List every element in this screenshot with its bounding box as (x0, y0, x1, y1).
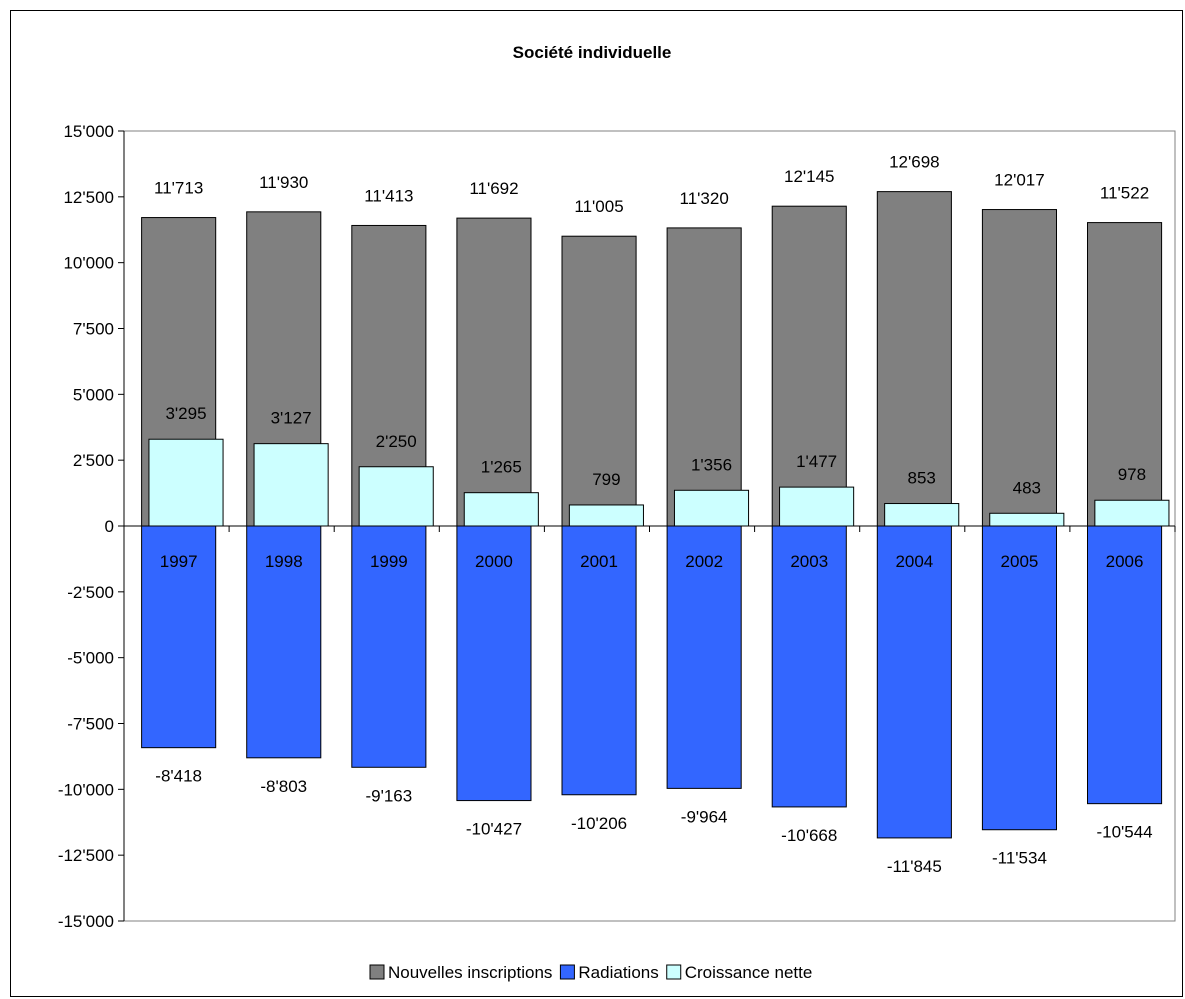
bar-croissance-nette (568, 504, 644, 527)
y-tick-label: -2'500 (67, 583, 114, 602)
bar-radiations (246, 525, 322, 759)
x-tick-label: 2001 (580, 552, 618, 571)
data-label-croissance-nette: 1'265 (481, 458, 522, 477)
y-tick-label: -10'000 (58, 780, 114, 799)
bar-nouvelles-inscriptions (456, 217, 532, 527)
data-label-radiations: -11'845 (887, 857, 942, 876)
legend-swatch (559, 964, 575, 980)
chart-frame (10, 10, 1183, 997)
y-tick-label: 5'000 (73, 385, 114, 404)
bar-radiations (1087, 525, 1163, 805)
data-label-croissance-nette: 799 (592, 470, 620, 489)
bar-croissance-nette (358, 466, 434, 527)
data-label-croissance-nette: 978 (1118, 465, 1146, 484)
plot-area: 15'000 12'500 10'000 7'500 5'000 2'500 0 -2'500… (58, 122, 1176, 931)
bar-radiations (351, 525, 427, 768)
y-tick-label: 2'500 (73, 451, 114, 470)
bar-radiations (981, 525, 1057, 831)
y-tick-label: -5'000 (67, 649, 114, 668)
bar-nouvelles-inscriptions (981, 209, 1057, 527)
data-label-radiations: -9'163 (365, 786, 412, 805)
data-label-nouvelles-inscriptions: 11'692 (469, 179, 518, 198)
y-tick-label: 12'500 (63, 188, 114, 207)
legend-label: Croissance nette (685, 963, 813, 982)
data-label-radiations: -10'206 (571, 814, 627, 833)
data-label-nouvelles-inscriptions: 11'320 (680, 189, 729, 208)
bar-croissance-nette (253, 443, 329, 527)
data-label-nouvelles-inscriptions: 11'522 (1100, 184, 1149, 203)
data-label-nouvelles-inscriptions: 12'145 (784, 167, 835, 186)
y-tick-label: 7'500 (73, 320, 114, 339)
data-label-radiations: -8'803 (260, 777, 307, 796)
data-label-croissance-nette: 3'295 (165, 404, 206, 423)
x-tick-label: 2000 (475, 552, 513, 571)
legend-item: Nouvelles inscriptions (369, 963, 552, 982)
bar-nouvelles-inscriptions (876, 191, 952, 527)
bar-radiations (666, 525, 742, 789)
data-label-radiations: -10'427 (466, 820, 522, 839)
legend-label: Nouvelles inscriptions (388, 963, 552, 982)
x-tick-label: 2003 (790, 552, 828, 571)
data-label-radiations: -11'534 (992, 849, 1047, 868)
legend-item: Radiations (559, 963, 659, 982)
data-label-croissance-nette: 853 (908, 469, 936, 488)
x-tick-label: 1999 (370, 552, 408, 571)
x-tick-label: 2006 (1106, 552, 1144, 571)
data-label-nouvelles-inscriptions: 11'930 (259, 173, 308, 192)
bar-croissance-nette (884, 503, 960, 527)
bar-nouvelles-inscriptions (666, 227, 742, 527)
y-tick-label: 15'000 (63, 122, 114, 141)
data-label-croissance-nette: 2'250 (376, 432, 417, 451)
bar-croissance-nette (779, 486, 855, 527)
y-tick-label: -15'000 (58, 912, 114, 931)
x-tick-label: 2005 (1001, 552, 1039, 571)
y-tick-label: -7'500 (67, 715, 114, 734)
legend-item: Croissance nette (666, 963, 813, 982)
x-tick-label: 1997 (160, 552, 198, 571)
bar-croissance-nette (673, 489, 750, 527)
data-label-nouvelles-inscriptions: 11'713 (154, 179, 203, 198)
data-label-radiations: -9'964 (681, 807, 728, 826)
legend-swatch (666, 964, 682, 980)
legend: Nouvelles inscriptions Radiations Croissan… (369, 963, 813, 982)
data-label-croissance-nette: 1'477 (796, 452, 837, 471)
legend-label: Radiations (578, 963, 658, 982)
y-tick-label: 0 (105, 517, 114, 536)
data-label-nouvelles-inscriptions: 12'017 (994, 171, 1045, 190)
bar-nouvelles-inscriptions (561, 235, 637, 527)
data-label-croissance-nette: 1'356 (691, 455, 732, 474)
data-label-nouvelles-inscriptions: 12'698 (889, 153, 940, 172)
data-label-radiations: -8'418 (155, 767, 202, 786)
legend-swatch (369, 964, 385, 980)
bar-nouvelles-inscriptions (771, 205, 847, 527)
x-tick-label: 2002 (685, 552, 723, 571)
bar-croissance-nette (1094, 499, 1170, 527)
bar-radiations (876, 525, 952, 839)
chart-title: Société individuelle (513, 43, 672, 62)
bar-radiations (141, 525, 217, 749)
data-label-radiations: -10'668 (781, 826, 837, 845)
x-tick-label: 1998 (265, 552, 303, 571)
bar-croissance-nette (989, 512, 1065, 527)
bar-radiations (456, 525, 532, 802)
data-label-croissance-nette: 483 (1013, 478, 1041, 497)
data-label-nouvelles-inscriptions: 11'005 (574, 197, 623, 216)
data-label-radiations: -10'544 (1096, 823, 1152, 842)
y-tick-label: -12'500 (58, 846, 114, 865)
y-tick-label: 10'000 (63, 254, 114, 273)
bar-croissance-nette (463, 492, 539, 527)
data-label-croissance-nette: 3'127 (271, 409, 312, 428)
bar-croissance-nette (148, 438, 224, 527)
data-label-nouvelles-inscriptions: 11'413 (364, 186, 413, 205)
x-tick-label: 2004 (895, 552, 933, 571)
